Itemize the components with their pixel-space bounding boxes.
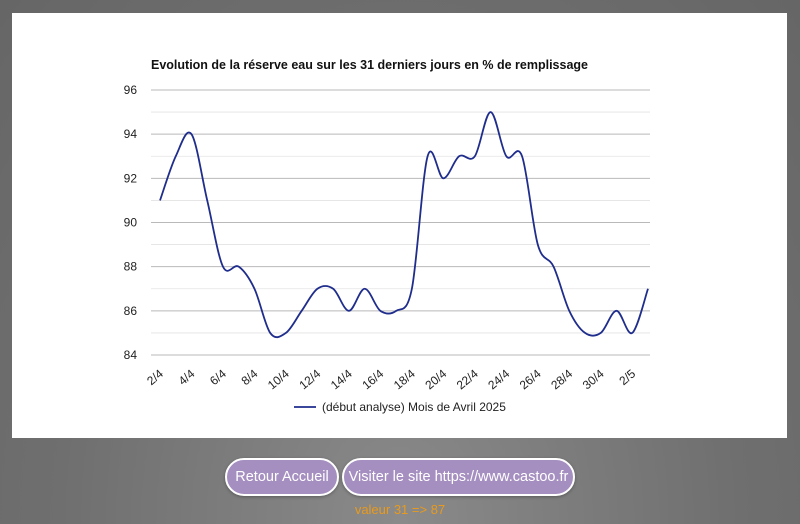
- series-line: [159, 111, 649, 339]
- x-tick-label: 8/4: [239, 366, 261, 388]
- x-axis-tick-labels: 2/4 4/4 6/4 8/4 10/4 12/4 14/4 16/4 18/4 20/4 22/4…: [144, 366, 638, 392]
- x-tick-label: 20/4: [422, 366, 449, 392]
- home-button-label: Retour Accueil: [235, 469, 329, 485]
- x-tick-label: 6/4: [207, 366, 229, 388]
- legend-label: (début analyse) Mois de Avril 2025: [322, 400, 506, 414]
- x-tick-label: 2/5: [616, 366, 638, 388]
- chart-card: Evolution de la réserve eau sur les 31 d…: [12, 13, 787, 438]
- line-chart: Evolution de la réserve eau sur les 31 d…: [124, 58, 650, 414]
- x-tick-label: 30/4: [580, 366, 607, 392]
- x-tick-label: 16/4: [359, 366, 386, 392]
- home-button[interactable]: Retour Accueil: [225, 458, 339, 496]
- x-tick-label: 2/4: [144, 366, 166, 388]
- y-tick-label: 96: [124, 83, 138, 97]
- x-tick-label: 12/4: [296, 366, 323, 392]
- x-tick-label: 28/4: [548, 366, 575, 392]
- visit-site-button[interactable]: Visiter le site https://www.castoo.fr: [342, 458, 575, 496]
- grid-lines: [151, 89, 650, 356]
- y-tick-label: 88: [124, 260, 138, 274]
- x-tick-label: 22/4: [454, 366, 481, 392]
- y-tick-label: 92: [124, 171, 138, 185]
- x-tick-label: 10/4: [265, 366, 292, 392]
- y-tick-label: 90: [124, 216, 138, 230]
- y-axis-tick-labels: 84 86 88 90 92 94 96: [124, 83, 138, 362]
- x-tick-label: 18/4: [391, 366, 418, 392]
- status-text: valeur 31 => 87: [354, 502, 446, 517]
- x-tick-label: 4/4: [176, 366, 198, 388]
- y-tick-label: 94: [124, 127, 138, 141]
- series-lines: [159, 111, 649, 339]
- x-tick-label: 14/4: [328, 366, 355, 392]
- chart-title: Evolution de la réserve eau sur les 31 d…: [151, 58, 588, 72]
- y-tick-label: 84: [124, 348, 138, 362]
- legend: (début analyse) Mois de Avril 2025: [294, 400, 506, 414]
- y-tick-label: 86: [124, 304, 138, 318]
- x-tick-label: 26/4: [517, 366, 544, 392]
- visit-site-button-label: Visiter le site https://www.castoo.fr: [348, 469, 569, 485]
- x-tick-label: 24/4: [485, 366, 512, 392]
